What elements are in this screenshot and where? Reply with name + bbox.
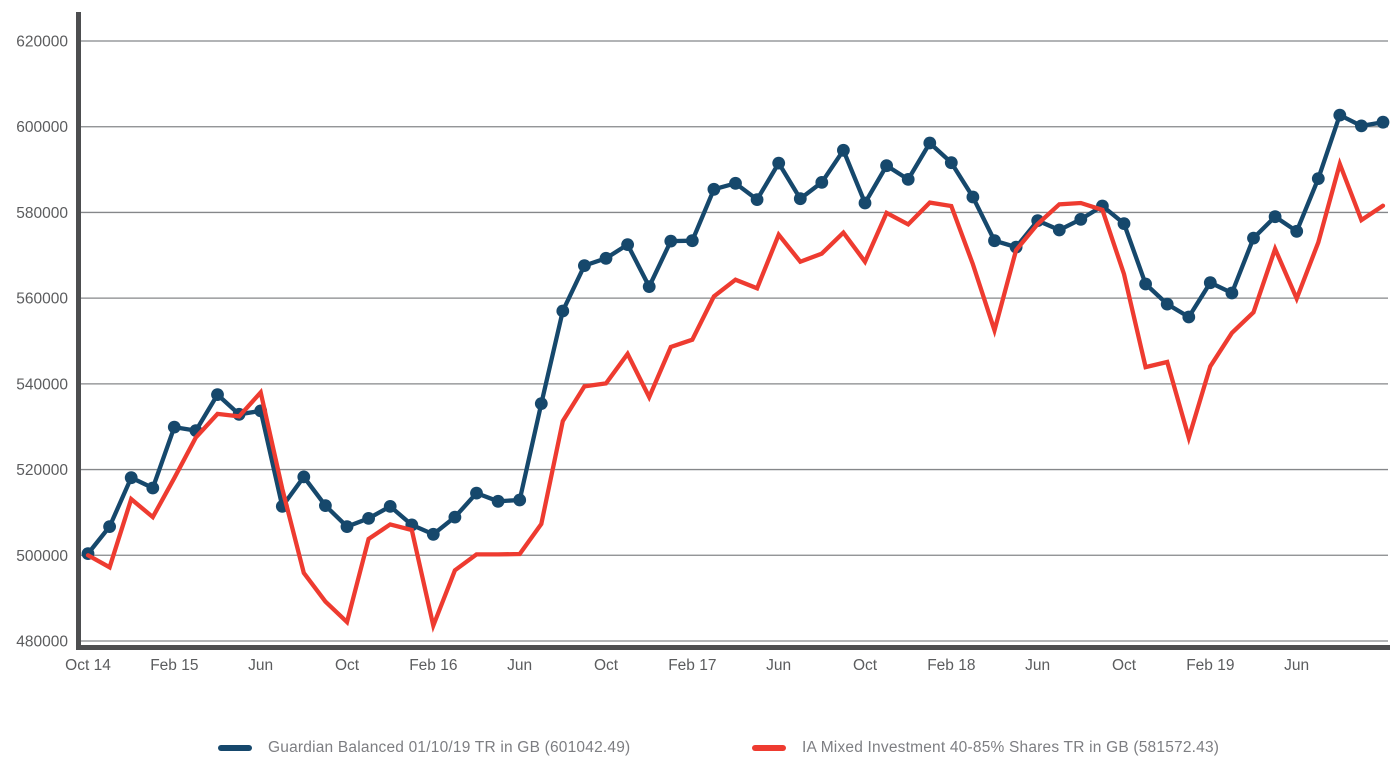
y-tick-label: 480000 — [16, 634, 68, 651]
x-tick-label: Jun — [507, 657, 532, 674]
guardian-data-point — [167, 420, 181, 434]
guardian-data-point — [1052, 223, 1066, 237]
y-axis-tick-labels: 620000 600000 580000 560000 540000 520000 5000… — [16, 34, 68, 651]
guardian-data-point — [124, 471, 138, 485]
x-axis-spine — [76, 645, 1390, 650]
guardian-data-point — [1182, 310, 1196, 324]
guardian-data-point — [988, 234, 1001, 248]
guardian-data-point — [772, 156, 786, 170]
guardian-data-point — [1074, 212, 1088, 226]
guardian-data-point — [319, 499, 332, 512]
x-axis-tick-labels: Oct 14 Feb 15 Jun Oct Feb 16 Jun Oct Feb 17 Jun O… — [65, 657, 1309, 674]
guardian-data-point — [707, 182, 721, 196]
guardian-data-point — [1139, 277, 1152, 291]
guardian-data-point — [211, 388, 224, 401]
guardian-series-line — [81, 108, 1390, 560]
x-tick-label: Oct — [335, 657, 360, 674]
x-tick-label: Oct — [594, 657, 619, 674]
guardian-data-point — [966, 190, 980, 204]
guardian-data-point — [750, 193, 764, 207]
x-tick-label: Feb 19 — [1186, 657, 1234, 674]
guardian-data-point — [923, 136, 937, 150]
guardian-data-point — [901, 173, 915, 186]
x-tick-label: Feb 15 — [150, 657, 198, 674]
guardian-data-point — [793, 192, 807, 206]
guardian-data-point — [362, 512, 375, 525]
y-tick-label: 500000 — [16, 548, 68, 565]
guardian-data-point — [685, 234, 699, 248]
guardian-data-point — [1376, 115, 1390, 129]
y-tick-label: 620000 — [16, 34, 68, 51]
x-tick-label: Feb 17 — [668, 657, 716, 674]
guardian-data-point — [1311, 172, 1325, 186]
guardian-data-point — [448, 510, 462, 524]
guardian-data-point — [858, 196, 872, 210]
x-tick-label: Jun — [248, 657, 273, 674]
guardian-data-point — [470, 486, 483, 500]
ia-series-swatch — [752, 745, 786, 751]
x-tick-label: Jun — [1284, 657, 1309, 674]
x-tick-label: Jun — [766, 657, 791, 674]
guardian-data-point — [944, 156, 958, 170]
guardian-series-label: Guardian Balanced 01/10/19 TR in GB (601… — [268, 739, 631, 756]
y-axis-spine — [76, 12, 81, 650]
ia-series-line — [85, 157, 1386, 633]
guardian-data-point — [664, 234, 678, 248]
x-tick-label: Oct — [853, 657, 878, 674]
guardian-data-point — [103, 520, 116, 533]
y-tick-label: 540000 — [16, 376, 68, 393]
x-tick-label: Oct 14 — [65, 657, 111, 674]
guardian-data-point — [1247, 231, 1260, 245]
legend-item-ia: IA Mixed Investment 40-85% Shares TR in … — [752, 737, 1219, 759]
guardian-data-point — [621, 238, 634, 252]
guardian-data-point — [1160, 297, 1174, 311]
legend-item-guardian: Guardian Balanced 01/10/19 TR in GB (601… — [218, 737, 630, 759]
guardian-data-point — [340, 520, 354, 533]
guardian-data-point — [491, 494, 505, 508]
y-tick-label: 600000 — [16, 119, 68, 136]
guardian-data-point — [513, 493, 527, 507]
guardian-data-point — [1203, 276, 1217, 290]
guardian-data-point — [578, 259, 591, 272]
guardian-data-point — [1333, 108, 1347, 122]
guardian-series-swatch — [218, 745, 252, 751]
guardian-data-point — [1355, 119, 1368, 133]
x-tick-label: Feb 16 — [409, 657, 457, 674]
guardian-data-point — [297, 470, 311, 484]
x-tick-label: Oct — [1112, 657, 1137, 674]
guardian-data-point — [1290, 224, 1304, 238]
guardian-data-point — [146, 481, 160, 495]
y-tick-label: 560000 — [16, 291, 68, 308]
guardian-data-point — [642, 280, 656, 293]
guardian-data-point — [1225, 286, 1239, 300]
axes — [76, 12, 1390, 650]
guardian-data-point — [556, 304, 570, 318]
guardian-data-point — [383, 500, 397, 513]
y-tick-label: 520000 — [16, 462, 68, 479]
guardian-data-point — [880, 159, 893, 173]
guardian-data-point — [426, 527, 440, 541]
guardian-data-point — [815, 176, 829, 189]
chart-legend: Guardian Balanced 01/10/19 TR in GB (601… — [0, 737, 1396, 763]
guardian-data-point — [599, 251, 613, 265]
ia-series-label: IA Mixed Investment 40-85% Shares TR in … — [802, 739, 1220, 756]
gridlines — [81, 40, 1388, 642]
chart-canvas: 620000 600000 580000 560000 540000 520000 5000… — [16, 12, 1390, 674]
y-tick-label: 580000 — [16, 205, 68, 222]
guardian-data-point — [1268, 210, 1282, 224]
guardian-data-point — [534, 397, 548, 410]
x-tick-label: Jun — [1025, 657, 1050, 674]
guardian-data-point — [1117, 217, 1131, 231]
guardian-data-point — [729, 176, 742, 190]
x-tick-label: Feb 18 — [927, 657, 975, 674]
guardian-data-point — [837, 143, 850, 157]
